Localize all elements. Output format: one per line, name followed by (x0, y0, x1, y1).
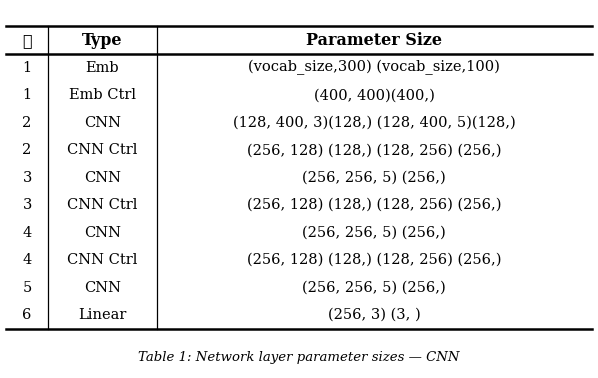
Text: (256, 128) (128,) (128, 256) (256,): (256, 128) (128,) (128, 256) (256,) (247, 143, 502, 157)
Text: Parameter Size: Parameter Size (306, 32, 443, 49)
Text: (256, 128) (128,) (128, 256) (256,): (256, 128) (128,) (128, 256) (256,) (247, 198, 502, 212)
Text: 2: 2 (23, 116, 32, 130)
Text: 4: 4 (23, 226, 32, 240)
Text: (400, 400)(400,): (400, 400)(400,) (314, 88, 435, 102)
Text: (256, 256, 5) (256,): (256, 256, 5) (256,) (303, 226, 446, 240)
Text: 1: 1 (23, 61, 32, 75)
Text: (256, 128) (128,) (128, 256) (256,): (256, 128) (128,) (128, 256) (256,) (247, 253, 502, 267)
Text: Emb: Emb (86, 61, 119, 75)
Text: 3: 3 (22, 170, 32, 185)
Text: Linear: Linear (78, 308, 127, 322)
Text: CNN Ctrl: CNN Ctrl (67, 253, 138, 267)
Text: Table 1: Network layer parameter sizes — CNN: Table 1: Network layer parameter sizes —… (138, 351, 460, 364)
Text: CNN: CNN (84, 116, 121, 130)
Text: CNN: CNN (84, 280, 121, 294)
Text: ℓ: ℓ (22, 32, 32, 49)
Text: 5: 5 (23, 280, 32, 294)
Text: (256, 256, 5) (256,): (256, 256, 5) (256,) (303, 280, 446, 294)
Text: CNN: CNN (84, 170, 121, 185)
Text: (vocab_size,300) (vocab_size,100): (vocab_size,300) (vocab_size,100) (248, 60, 501, 75)
Text: 2: 2 (23, 143, 32, 157)
Text: CNN Ctrl: CNN Ctrl (67, 198, 138, 212)
Text: 6: 6 (22, 308, 32, 322)
Text: CNN Ctrl: CNN Ctrl (67, 143, 138, 157)
Text: (256, 256, 5) (256,): (256, 256, 5) (256,) (303, 170, 446, 185)
Text: 1: 1 (23, 88, 32, 102)
Text: (256, 3) (3, ): (256, 3) (3, ) (328, 308, 420, 322)
Text: CNN: CNN (84, 226, 121, 240)
Text: Type: Type (82, 32, 123, 49)
Text: 3: 3 (22, 198, 32, 212)
Text: Emb Ctrl: Emb Ctrl (69, 88, 136, 102)
Text: 4: 4 (23, 253, 32, 267)
Text: (128, 400, 3)(128,) (128, 400, 5)(128,): (128, 400, 3)(128,) (128, 400, 5)(128,) (233, 116, 515, 130)
